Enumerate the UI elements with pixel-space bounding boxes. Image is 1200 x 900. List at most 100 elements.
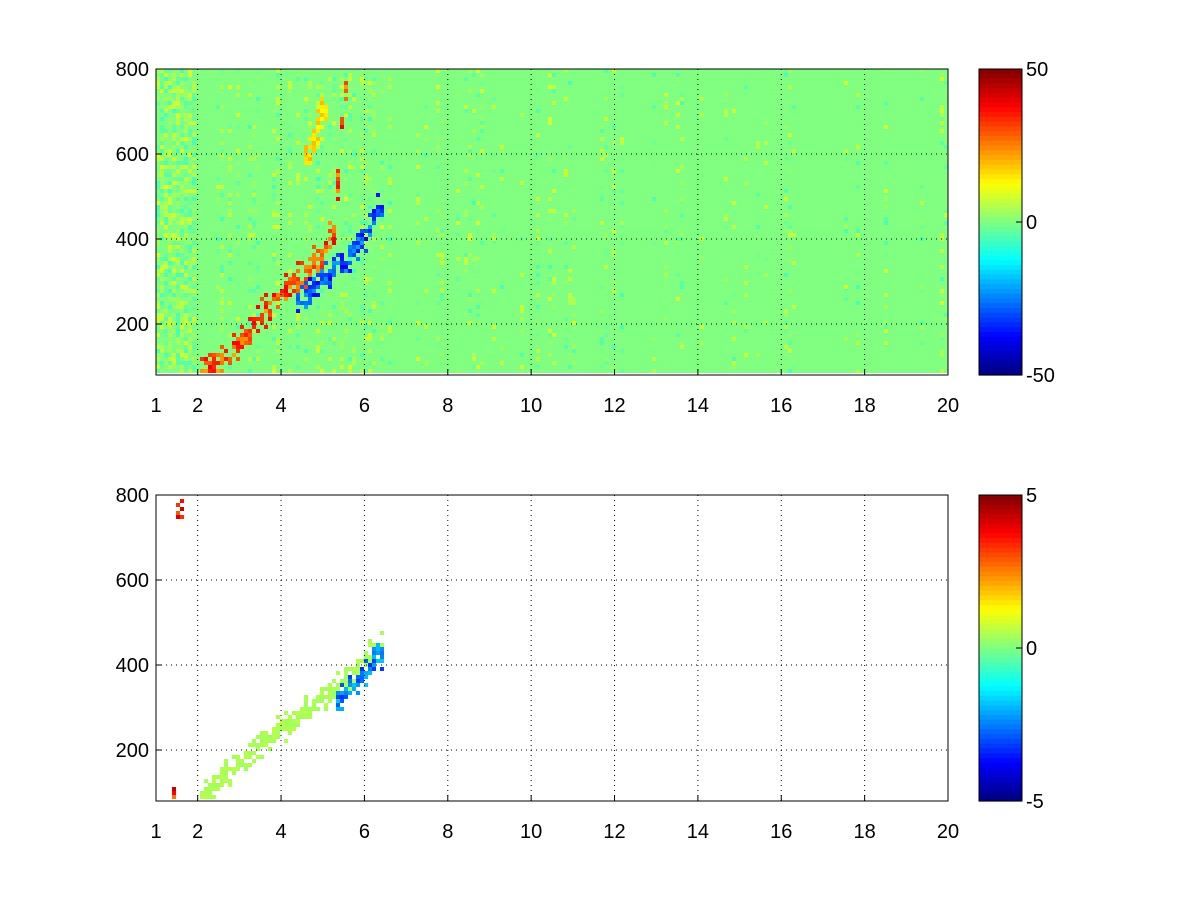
heatmap-cell	[360, 189, 364, 193]
heatmap-cell	[364, 277, 368, 281]
heatmap-cell	[380, 133, 384, 137]
heatmap-cell	[296, 285, 300, 289]
heatmap-cell	[264, 249, 268, 253]
heatmap-cell	[300, 289, 304, 293]
heatmap-cell	[288, 249, 292, 253]
heatmap-cell	[296, 137, 300, 141]
heatmap-cell	[232, 209, 236, 213]
heatmap-cell	[392, 233, 396, 237]
heatmap-cell	[172, 193, 176, 197]
heatmap-cell	[196, 149, 200, 153]
heatmap-cell	[220, 297, 224, 301]
heatmap-cell	[272, 361, 276, 365]
heatmap-cell	[248, 157, 252, 161]
heatmap-cell	[228, 277, 232, 281]
heatmap-cell	[376, 73, 380, 77]
heatmap-cell	[408, 149, 412, 153]
heatmap-cell	[348, 285, 352, 289]
heatmap-cell	[392, 125, 396, 129]
heatmap-cell	[220, 209, 224, 213]
heatmap-cell	[368, 349, 372, 353]
heatmap-cell	[404, 181, 408, 185]
heatmap-cell	[236, 77, 240, 81]
heatmap-cell	[216, 285, 220, 289]
heatmap-cell	[204, 345, 208, 349]
heatmap-cell	[240, 181, 244, 185]
heatmap-cell	[160, 229, 164, 233]
heatmap-cell	[360, 105, 364, 109]
heatmap-cell	[412, 121, 416, 125]
heatmap-cell	[340, 229, 344, 233]
heatmap-cell	[160, 141, 164, 145]
heatmap-cell	[356, 181, 360, 185]
heatmap-cell	[332, 161, 336, 165]
heatmap-cell	[164, 225, 168, 229]
heatmap-cell	[404, 101, 408, 105]
heatmap-cell	[172, 97, 176, 101]
heatmap-cell	[376, 365, 380, 369]
heatmap-cell	[300, 301, 304, 305]
heatmap-cell	[240, 117, 244, 121]
heatmap-cell	[188, 141, 192, 145]
heatmap-cell	[400, 93, 404, 97]
heatmap-cell	[296, 145, 300, 149]
heatmap-cell	[228, 245, 232, 249]
heatmap-cell	[304, 309, 308, 313]
heatmap-cell	[188, 313, 192, 317]
heatmap-cell	[176, 173, 180, 177]
heatmap-cell	[416, 149, 420, 153]
heatmap-cell	[224, 165, 228, 169]
heatmap-cell	[300, 137, 304, 141]
heatmap-cell	[264, 313, 268, 317]
heatmap-cell	[308, 157, 312, 161]
heatmap-cell	[216, 337, 220, 341]
heatmap-cell	[280, 361, 284, 365]
heatmap-cell	[368, 77, 372, 81]
heatmap-cell	[212, 193, 216, 197]
heatmap-cell	[416, 129, 420, 133]
heatmap-cell	[188, 281, 192, 285]
heatmap-cell	[332, 341, 336, 345]
heatmap-cell	[336, 277, 340, 281]
heatmap-cell	[252, 253, 256, 257]
heatmap-cell	[380, 145, 384, 149]
heatmap-cell	[392, 85, 396, 89]
heatmap-cell	[176, 145, 180, 149]
heatmap-cell	[392, 133, 396, 137]
heatmap-cell	[332, 141, 336, 145]
heatmap-cell	[200, 101, 204, 105]
heatmap-cell	[260, 309, 264, 313]
heatmap-cell	[244, 317, 248, 321]
heatmap-cell	[196, 189, 200, 193]
heatmap-cell	[168, 289, 172, 293]
heatmap-cell	[192, 257, 196, 261]
heatmap-cell	[160, 317, 164, 321]
heatmap-cell	[312, 229, 316, 233]
heatmap-cell	[304, 285, 308, 289]
heatmap-cell	[372, 157, 376, 161]
heatmap-cell	[352, 141, 356, 145]
heatmap-cell	[412, 137, 416, 141]
heatmap-cell	[304, 229, 308, 233]
heatmap-cell	[164, 197, 168, 201]
heatmap-cell	[412, 317, 416, 321]
heatmap-cell	[348, 237, 352, 241]
heatmap-cell	[344, 113, 348, 117]
heatmap-cell	[284, 289, 288, 293]
heatmap-cell	[352, 189, 356, 193]
heatmap-cell	[340, 201, 344, 205]
heatmap-cell	[264, 165, 268, 169]
heatmap-cell	[188, 345, 192, 349]
heatmap-cell	[320, 369, 324, 373]
heatmap-cell	[176, 217, 180, 221]
heatmap-cell	[372, 129, 376, 133]
heatmap-cell	[184, 81, 188, 85]
heatmap-cell	[404, 173, 408, 177]
heatmap-cell	[216, 253, 220, 257]
heatmap-cell	[248, 245, 252, 249]
heatmap-cell	[320, 245, 324, 249]
heatmap-cell	[168, 137, 172, 141]
heatmap-cell	[192, 97, 196, 101]
heatmap-cell	[372, 81, 376, 85]
heatmap-cell	[376, 177, 380, 181]
